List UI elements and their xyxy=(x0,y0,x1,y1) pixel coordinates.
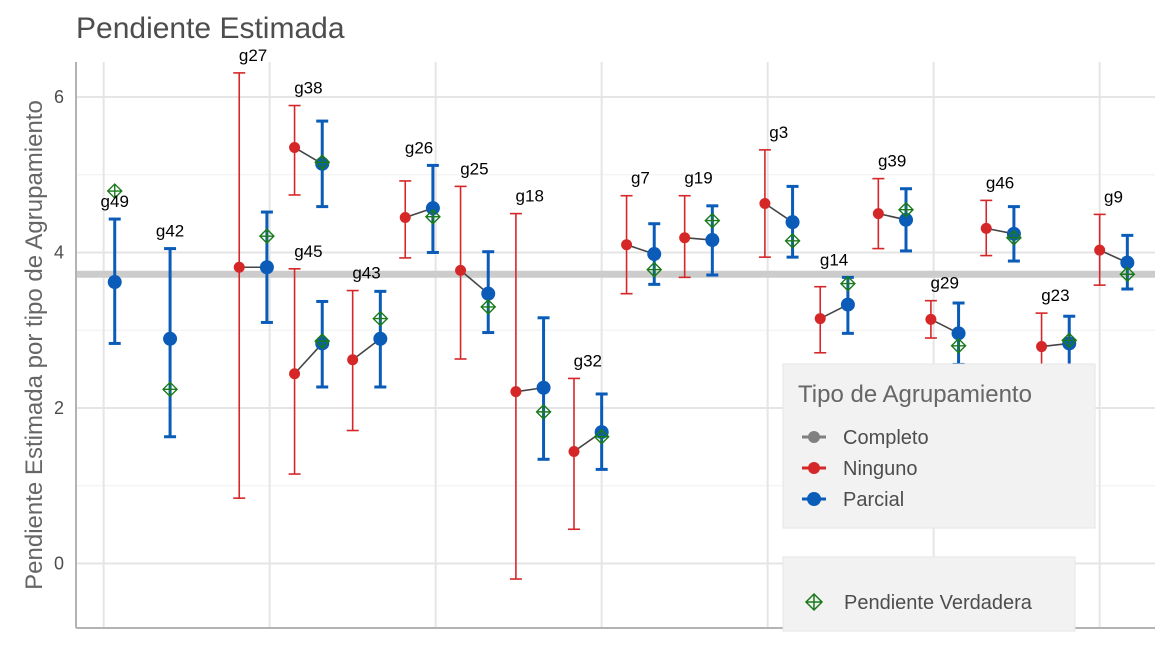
group-g45-true-slope xyxy=(314,333,331,350)
group-g46-ninguno-point xyxy=(980,222,992,234)
group-g25-parcial-point xyxy=(481,286,496,301)
group-g43-label: g43 xyxy=(352,264,380,283)
grid-lines xyxy=(76,62,1155,628)
group-g14-parcial-point xyxy=(840,297,855,312)
group-g27-ninguno-point xyxy=(233,261,245,273)
legend-label-completo: Completo xyxy=(843,427,929,449)
group-g19-label: g19 xyxy=(684,169,712,188)
legend-label-parcial: Parcial xyxy=(843,489,904,511)
group-g19-parcial-point xyxy=(705,233,720,248)
group-g27-parcial-point xyxy=(259,260,274,275)
group-g9-label: g9 xyxy=(1104,187,1123,206)
legend-label-true-slope: Pendiente Verdadera xyxy=(844,592,1033,614)
group-g38-ninguno-point xyxy=(289,142,301,154)
group-g27-ninguno-errorbar xyxy=(233,72,246,499)
group-g32-true-slope xyxy=(593,428,610,445)
y-axis-ticks: 0 2 4 6 xyxy=(54,87,64,573)
group-g42-true-slope xyxy=(162,381,179,398)
legend-title: Tipo de Agrupamiento xyxy=(798,381,1032,408)
chart-title: Pendiente Estimada xyxy=(76,12,345,45)
legend-true-box xyxy=(782,556,1076,632)
data-marks xyxy=(106,72,1136,580)
y-tick-label: 6 xyxy=(54,87,64,107)
group-g25-ninguno-point xyxy=(455,264,467,276)
group-g29-label: g29 xyxy=(931,274,959,293)
legend-key-parcial-dot xyxy=(807,492,821,506)
group-g9-ninguno-point xyxy=(1094,244,1106,256)
group-g29-ninguno-point xyxy=(925,313,937,325)
group-g32-ninguno-point xyxy=(568,446,580,458)
legend-key-ninguno xyxy=(802,462,826,474)
group-g49-true-slope xyxy=(106,183,123,200)
group-g49-parcial-point xyxy=(107,275,122,290)
group-g39-label: g39 xyxy=(878,152,906,171)
y-tick-label: 2 xyxy=(54,398,64,418)
y-axis-label: Pendiente Estimada por tipo de Agrupamie… xyxy=(21,100,48,590)
group-g27-true-slope xyxy=(258,228,275,245)
group-g39-true-slope xyxy=(898,201,914,218)
group-labels: g49 g42 g27 g38 g45 g43 g26 g25 g18 g32 g7 g19 g3 g14… xyxy=(101,46,1123,371)
group-g18-ninguno-point xyxy=(510,386,522,398)
group-g9-true-slope xyxy=(1119,266,1136,283)
group-g38-label: g38 xyxy=(294,79,322,98)
group-g23-ninguno-point xyxy=(1036,341,1048,353)
group-g23-true-slope xyxy=(1061,332,1078,349)
group-g23-label: g23 xyxy=(1041,286,1069,305)
group-g26-true-slope xyxy=(424,208,441,225)
group-g14-true-slope xyxy=(839,275,856,292)
group-g7-label: g7 xyxy=(631,169,650,188)
group-g45-ninguno-point xyxy=(289,368,301,380)
group-g7-parcial-point xyxy=(647,247,662,262)
group-g43-ninguno-point xyxy=(347,354,359,366)
group-g45-label: g45 xyxy=(294,242,322,261)
group-g26-ninguno-point xyxy=(399,211,411,223)
group-g3-parcial-point xyxy=(785,215,800,230)
group-g7-ninguno-point xyxy=(621,239,633,251)
y-tick-label: 4 xyxy=(54,242,64,262)
group-g25-true-slope xyxy=(480,298,497,315)
group-g9-parcial-point xyxy=(1120,255,1135,270)
legend-key-completo xyxy=(802,431,826,443)
group-g46-label: g46 xyxy=(986,173,1014,192)
legend-key-ninguno-dot xyxy=(808,462,820,474)
group-g43-true-slope xyxy=(372,310,389,327)
group-g26-label: g26 xyxy=(405,138,433,157)
group-g42-parcial-point xyxy=(163,331,178,346)
legend-key-parcial xyxy=(802,492,826,506)
legend-types: Tipo de Agrupamiento Completo Ninguno Pa… xyxy=(782,363,1096,529)
group-g14-ninguno-point xyxy=(814,313,826,325)
group-g46-true-slope xyxy=(1005,229,1022,246)
group-g29-parcial-point xyxy=(951,326,966,341)
legend-true-slope: Pendiente Verdadera xyxy=(782,556,1076,632)
legend-types-box xyxy=(782,363,1096,529)
group-g18-parcial-point xyxy=(536,380,551,395)
group-g32-label: g32 xyxy=(574,351,602,370)
group-g26-parcial-point xyxy=(425,201,440,216)
group-g42-label: g42 xyxy=(156,222,184,241)
group-g29-true-slope xyxy=(950,337,967,354)
group-g25-label: g25 xyxy=(460,159,488,178)
group-g14-label: g14 xyxy=(820,250,848,269)
group-g7-true-slope xyxy=(646,261,663,278)
y-tick-label: 0 xyxy=(54,553,64,573)
group-g39-parcial-point xyxy=(899,212,913,227)
group-g18-label: g18 xyxy=(516,187,544,206)
legend-key-completo-dot xyxy=(808,431,820,443)
legend-label-ninguno: Ninguno xyxy=(843,458,918,480)
group-g3-ninguno-point xyxy=(759,198,771,209)
group-g3-true-slope xyxy=(784,232,801,249)
group-g19-ninguno-point xyxy=(679,232,691,244)
group-g3-label: g3 xyxy=(769,123,788,142)
group-g43-parcial-point xyxy=(373,331,388,346)
group-g18-true-slope xyxy=(535,403,552,420)
group-g19-true-slope xyxy=(704,212,721,229)
legend-true-diamond xyxy=(804,592,824,612)
group-g49-label: g49 xyxy=(101,192,129,211)
group-g38-true-slope xyxy=(314,154,331,171)
legend-key-true-slope xyxy=(804,592,824,612)
group-g27-label: g27 xyxy=(239,46,267,65)
group-g39-ninguno-point xyxy=(872,208,884,220)
